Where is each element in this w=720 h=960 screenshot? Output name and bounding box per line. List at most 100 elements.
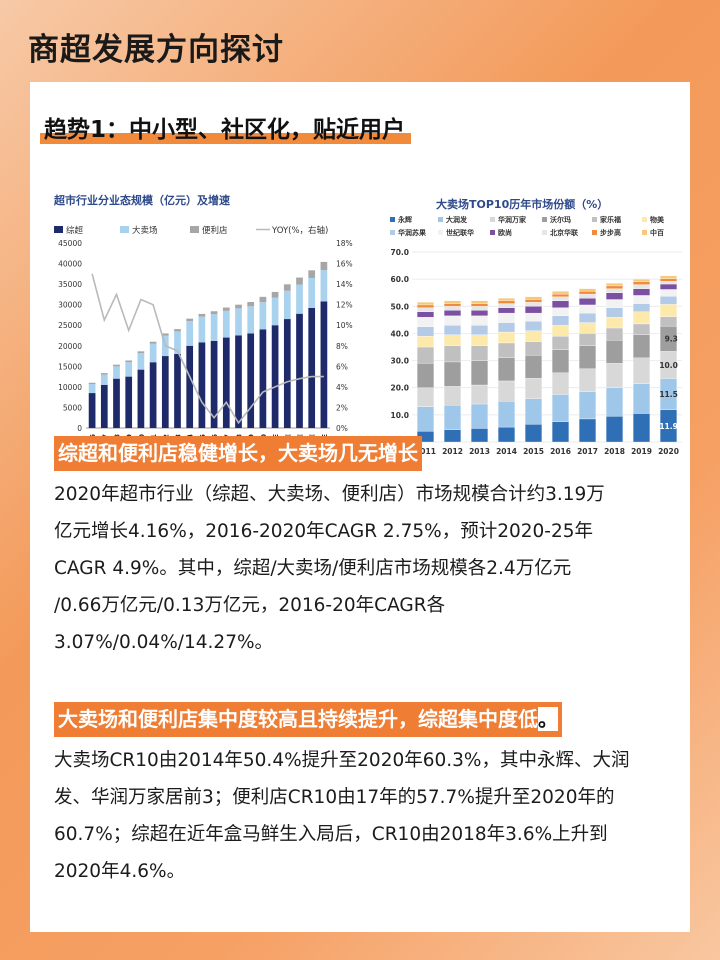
bar-segment <box>497 401 516 428</box>
bar-segment <box>578 391 597 420</box>
bar-segment <box>605 340 624 364</box>
section1-body: 2020年超市行业（综超、大卖场、便利店）市场规模合计约3.19万 亿元增长4.… <box>54 476 670 661</box>
data-label: 11.9 <box>659 422 678 431</box>
y-tick-label: 30000 <box>58 301 82 310</box>
bar-segment <box>551 421 570 443</box>
bar-segment <box>416 316 435 327</box>
y-tick-label: 5000 <box>63 403 82 412</box>
x-tick-label: 2016 <box>550 447 571 456</box>
bar-segment <box>551 291 570 295</box>
legend-label: 欧尚 <box>498 228 512 237</box>
legend-label: 沃尔玛 <box>550 215 571 224</box>
legend-swatch <box>542 217 547 222</box>
legend-label: 便利店 <box>202 225 228 236</box>
bar-segment <box>416 307 435 312</box>
bar-segment <box>470 303 489 307</box>
bar-segment <box>443 334 462 346</box>
bar-segment <box>578 304 597 314</box>
bar-segment <box>113 378 120 428</box>
bar-segment <box>578 288 597 292</box>
bar-segment <box>443 325 462 335</box>
bar-segment <box>308 307 316 428</box>
bar-segment <box>416 346 435 364</box>
data-label: 10.0 <box>659 361 678 370</box>
section1-line: /0.66万亿元/0.13万亿元，2016-20年CAGR各 <box>54 595 446 616</box>
bar-segment <box>605 416 624 443</box>
bar-segment <box>198 316 206 343</box>
legend-label: 世纪联华 <box>446 228 474 237</box>
bar-segment <box>296 284 303 314</box>
bar-segment <box>497 380 516 402</box>
bar-segment <box>174 329 181 332</box>
bar-segment <box>632 334 651 359</box>
x-tick-label: 2020 <box>658 447 679 456</box>
legend-label: 中百 <box>650 228 664 237</box>
bar-segment <box>632 311 651 325</box>
bar-segment <box>416 326 435 337</box>
bar-segment <box>497 331 516 344</box>
bar-segment <box>235 304 242 309</box>
bar-segment <box>443 429 462 443</box>
bar-segment <box>497 342 516 359</box>
y-tick-label: 60.0 <box>390 275 409 284</box>
y-tick-label: 15000 <box>58 362 82 371</box>
bar-segment <box>524 296 543 300</box>
bar-segment <box>149 343 157 363</box>
bar-segment <box>659 316 678 327</box>
bar-segment <box>210 314 218 341</box>
bar-segment <box>632 281 651 285</box>
bar-segment <box>497 307 516 314</box>
y2-tick-label: 8% <box>336 342 348 351</box>
bar-segment <box>198 342 206 428</box>
legend-label: 家乐福 <box>600 215 621 224</box>
bar-segment <box>551 335 570 350</box>
legend-swatch <box>592 230 597 235</box>
y-tick-label: 20000 <box>58 342 82 351</box>
bar-segment <box>551 349 570 373</box>
bar-segment <box>470 315 489 326</box>
bar-segment <box>605 288 624 293</box>
page-title: 商超发展方向探讨 <box>28 32 284 68</box>
trend-title-text: 趋势1：中小型、社区化，贴近用户 <box>44 117 406 143</box>
bar-segment <box>632 295 651 304</box>
section1-line: CAGR 4.9%。其中，综超/大卖场/便利店市场规模各2.4万亿元 <box>54 558 572 579</box>
bar-segment <box>247 301 255 307</box>
y2-tick-label: 0% <box>336 424 348 433</box>
bar-segment <box>210 311 218 315</box>
bar-segment <box>551 296 570 302</box>
bar-segment <box>551 325 570 337</box>
bar-segment <box>161 333 169 336</box>
bar-segment <box>443 345 462 363</box>
bar-segment <box>551 307 570 316</box>
bar-segment <box>137 351 145 354</box>
bar-segment <box>186 318 194 322</box>
bar-segment <box>416 302 435 306</box>
y2-tick-label: 12% <box>336 301 353 310</box>
legend-swatch <box>438 230 443 235</box>
y-tick-label: 30.0 <box>390 357 409 366</box>
bar-segment <box>659 275 678 279</box>
bar-segment <box>416 311 435 318</box>
section1-heading: 综超和便利店稳健增长，大卖场几无增长 <box>54 436 422 471</box>
y-tick-label: 70.0 <box>390 248 409 257</box>
legend-swatch <box>490 217 495 222</box>
bar-segment <box>259 296 267 303</box>
bar-segment <box>470 345 489 361</box>
bar-segment <box>578 291 597 295</box>
data-label: 9.3 <box>665 335 678 344</box>
bar-segment <box>551 394 570 422</box>
y2-tick-label: 4% <box>336 383 348 392</box>
bar-segment <box>551 300 570 308</box>
bar-segment <box>524 330 543 342</box>
bar-segment <box>578 333 597 346</box>
bar-segment <box>161 356 169 428</box>
bar-segment <box>443 310 462 316</box>
y2-tick-label: 16% <box>336 260 353 269</box>
bar-segment <box>578 418 597 443</box>
section1-line: 亿元增长4.16%，2016-2020年CAGR 2.75%，预计2020-25… <box>54 521 593 542</box>
x-tick-label: 2017 <box>577 447 598 456</box>
bar-segment <box>443 303 462 307</box>
bar-segment <box>88 393 96 428</box>
bar-segment <box>470 310 489 316</box>
